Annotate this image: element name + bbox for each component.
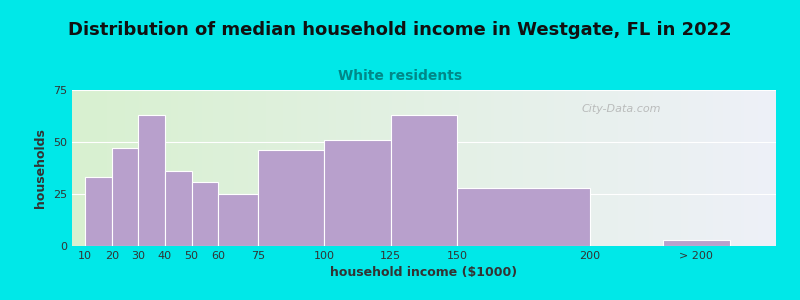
Bar — [191, 182, 218, 246]
Bar — [112, 148, 138, 246]
Bar — [390, 115, 458, 246]
X-axis label: household income ($1000): household income ($1000) — [330, 266, 518, 279]
Bar — [258, 150, 324, 246]
Y-axis label: households: households — [34, 128, 47, 208]
Bar — [165, 171, 191, 246]
Bar — [324, 140, 390, 246]
Bar — [138, 115, 165, 246]
Bar — [663, 240, 730, 246]
Bar — [458, 188, 590, 246]
Bar — [218, 194, 258, 246]
Text: City-Data.com: City-Data.com — [582, 104, 661, 114]
Bar — [86, 177, 112, 246]
Text: Distribution of median household income in Westgate, FL in 2022: Distribution of median household income … — [68, 21, 732, 39]
Text: White residents: White residents — [338, 69, 462, 83]
